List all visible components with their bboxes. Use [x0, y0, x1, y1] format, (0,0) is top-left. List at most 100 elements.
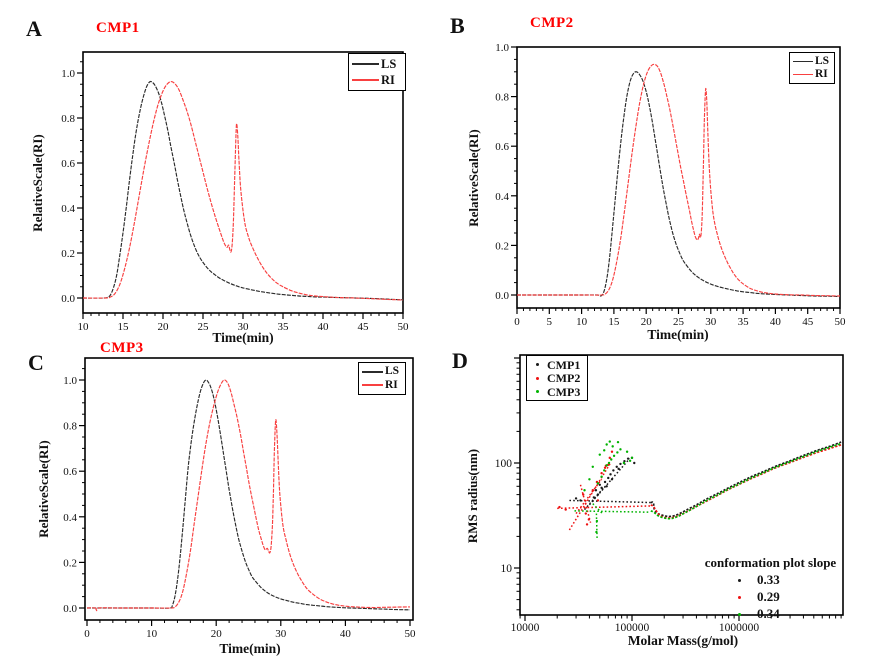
panel-c-letter: C — [28, 350, 44, 375]
cmp1-conformation-curve — [650, 441, 842, 518]
cmp2-conformation-curve — [650, 444, 842, 519]
conformation-row-cmp1: 0.33 — [698, 572, 843, 588]
ri-line-sample — [362, 384, 383, 387]
cmp3-point — [610, 458, 613, 461]
legend-item-ri: RI — [352, 72, 402, 87]
panel-b-axes: 0 5 10 15 20 25 30 35 40 45 50 0.0 0.2 0.4 0.6 0.8 1.0 — [495, 42, 846, 328]
tick-label: 40 — [770, 316, 782, 328]
tick-label: 10000 — [511, 622, 540, 634]
cmp1-point — [574, 497, 578, 500]
panel-a-title: CMP1 — [96, 20, 140, 36]
conformation-title: conformation plot slope — [704, 555, 837, 570]
panel-b-ylabel: RelativeScale(RI) — [466, 129, 481, 227]
cmp2-point — [585, 523, 589, 526]
panel-d-legend: CMP1 CMP2 CMP3 — [526, 355, 588, 401]
cmp3-point — [619, 448, 622, 451]
cmp3-point — [616, 440, 620, 444]
cmp3-conformation-curve — [650, 442, 842, 520]
cmp3-point — [622, 461, 626, 465]
cmp2-point — [608, 456, 611, 460]
cmp1-point — [603, 480, 607, 484]
cmp3-point — [607, 461, 611, 465]
legend-label-ri: RI — [381, 72, 395, 87]
tick-label: 20 — [641, 316, 653, 328]
tick-label: 0.4 — [61, 203, 75, 215]
tick-label: 0.2 — [61, 248, 75, 260]
cmp2-dot — [738, 595, 741, 599]
cmp1-point — [607, 476, 610, 480]
cmp3-point — [625, 450, 629, 453]
cmp1-point — [619, 462, 622, 466]
tick-label: 1.0 — [63, 375, 77, 387]
cmp3-point — [603, 449, 606, 452]
cmp1-point — [615, 465, 618, 469]
tick-label: 35 — [278, 321, 290, 333]
cmp2-band — [568, 462, 612, 531]
cmp2-point — [582, 493, 585, 496]
ri-curve — [83, 81, 403, 301]
cmp3-point — [605, 464, 608, 467]
ls-curve — [517, 71, 840, 298]
tick-label: 0.8 — [63, 421, 77, 433]
cmp3-point — [595, 530, 598, 534]
cmp3-point — [630, 456, 634, 460]
panel-b-title: CMP2 — [530, 15, 574, 31]
tick-label: 1000000 — [719, 622, 760, 634]
ls-line-sample — [352, 63, 379, 66]
tick-label: 25 — [673, 316, 685, 328]
panel-b-xlabel: Time(min) — [647, 327, 709, 342]
tick-label: 0.2 — [495, 240, 509, 252]
tick-label: 10 — [576, 316, 588, 328]
tick-label: 0.8 — [495, 92, 509, 104]
ls-line-sample — [793, 60, 813, 63]
tick-label: 35 — [738, 316, 750, 328]
cmp3-point — [611, 445, 614, 448]
panel-a-data — [83, 80, 403, 301]
tick-label: 5 — [547, 316, 553, 328]
cmp3-point — [628, 459, 632, 462]
ri-line-sample — [352, 78, 379, 81]
cmp1-band — [588, 458, 631, 506]
legend-label-ri: RI — [385, 378, 398, 391]
tick-label: 30 — [275, 628, 287, 640]
ri-curve — [86, 379, 411, 612]
cmp2-band — [579, 484, 592, 523]
cmp1-point — [596, 493, 600, 496]
legend-label-ri: RI — [815, 67, 828, 80]
tick-label: 0.0 — [495, 290, 509, 302]
tick-label: 0.0 — [61, 293, 75, 305]
cmp3-dot — [738, 612, 741, 616]
cmp3-point — [605, 443, 608, 446]
tick-label: 20 — [158, 321, 170, 333]
panel-a-letter: A — [26, 16, 42, 41]
legend-item-cmp1: CMP1 — [530, 359, 580, 371]
tick-label: 0.6 — [495, 141, 509, 153]
cmp2-point — [584, 512, 587, 515]
tick-label: 45 — [802, 316, 814, 328]
panel-a-xlabel: Time(min) — [212, 330, 274, 345]
cmp1-point — [594, 489, 598, 492]
ls-line-sample — [362, 370, 383, 373]
cmp2-point — [564, 508, 567, 511]
cmp1-point — [610, 478, 614, 481]
cmp3-point — [616, 451, 619, 454]
cmp1-point — [605, 485, 608, 488]
tick-label: 100000 — [615, 622, 650, 634]
panel-c-xlabel: Time(min) — [219, 641, 281, 656]
legend-item-cmp2: CMP2 — [530, 372, 580, 384]
cmp1-point — [609, 473, 612, 476]
panel-d-axes: 10000 100000 1000000 10 100 — [495, 354, 844, 634]
panel-a-legend: LS RI — [348, 53, 406, 91]
cmp3-point — [595, 519, 599, 523]
tick-label: 10 — [501, 563, 513, 575]
cmp2-point — [591, 489, 594, 492]
tick-label: 1.0 — [61, 68, 75, 80]
tick-label: 0.4 — [495, 191, 509, 203]
legend-item-ls: LS — [352, 58, 402, 71]
cmp3-point — [600, 475, 603, 478]
cmp3-point — [596, 482, 600, 485]
cmp3-point — [603, 469, 606, 472]
tick-label: 15 — [608, 316, 620, 328]
panel-b-data — [517, 63, 840, 298]
cmp3-dot-sample — [536, 390, 539, 393]
